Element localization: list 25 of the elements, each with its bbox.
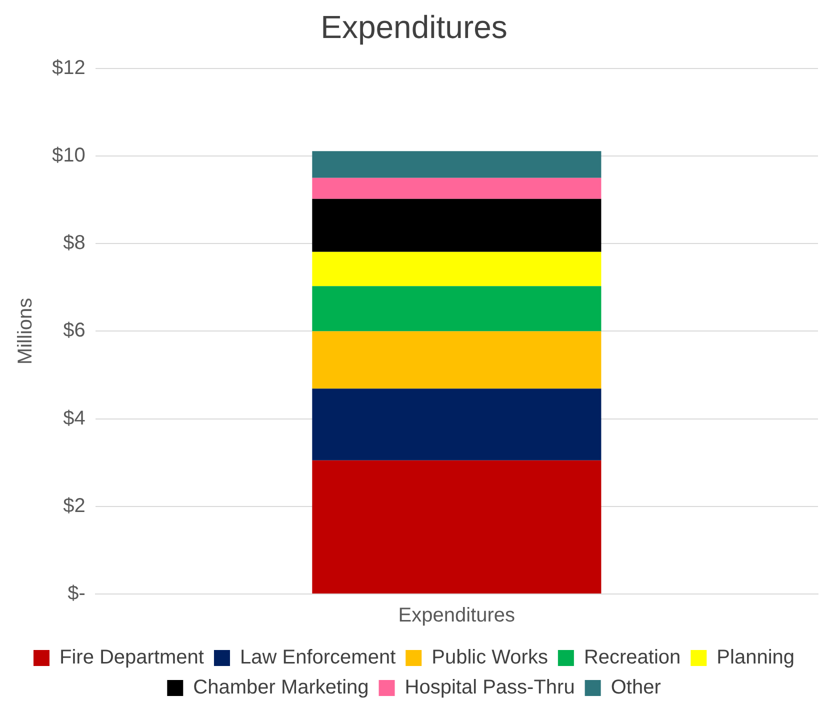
y-tick-label: $- bbox=[68, 582, 86, 605]
legend-label: Hospital Pass-Thru bbox=[404, 676, 575, 699]
legend-label: Planning bbox=[716, 646, 795, 669]
y-tick-label: $2 bbox=[63, 494, 86, 517]
bar bbox=[312, 286, 602, 332]
bar bbox=[312, 331, 602, 389]
legend-label: Law Enforcement bbox=[240, 646, 396, 669]
legend-label: Recreation bbox=[584, 646, 681, 669]
y-tick-label: $6 bbox=[63, 320, 86, 342]
legend-label: Chamber Marketing bbox=[193, 676, 369, 699]
y-tick-label: $10 bbox=[52, 144, 86, 167]
y-tick-label: $8 bbox=[63, 232, 86, 254]
bar bbox=[312, 252, 602, 286]
legend-label: Fire Department bbox=[59, 646, 204, 669]
legend-label: Public Works bbox=[432, 646, 548, 669]
y-tick-label: $4 bbox=[63, 407, 86, 430]
bar bbox=[312, 388, 602, 460]
bar bbox=[312, 178, 602, 199]
y-tick-label: $12 bbox=[52, 56, 86, 79]
legend-label: Other bbox=[610, 676, 662, 699]
bar bbox=[312, 151, 602, 178]
bar bbox=[312, 460, 602, 594]
bar bbox=[312, 198, 602, 252]
y-axis-title: Millions bbox=[14, 298, 37, 365]
chart-title: Expenditures bbox=[320, 9, 508, 46]
